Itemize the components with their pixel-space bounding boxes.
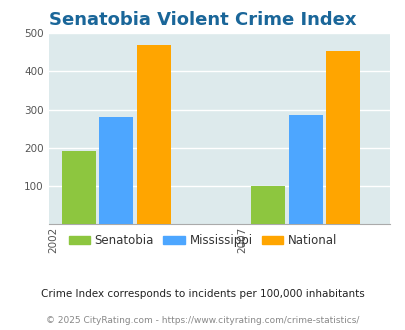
Bar — [288, 115, 322, 224]
Text: Crime Index corresponds to incidents per 100,000 inhabitants: Crime Index corresponds to incidents per… — [41, 289, 364, 299]
Text: Senatobia Violent Crime Index: Senatobia Violent Crime Index — [49, 11, 356, 29]
Bar — [325, 51, 359, 224]
Bar — [250, 186, 284, 224]
Bar — [136, 45, 171, 224]
Bar — [62, 150, 96, 224]
Bar — [99, 117, 133, 224]
Legend: Senatobia, Mississippi, National: Senatobia, Mississippi, National — [64, 229, 341, 251]
Text: © 2025 CityRating.com - https://www.cityrating.com/crime-statistics/: © 2025 CityRating.com - https://www.city… — [46, 315, 359, 325]
